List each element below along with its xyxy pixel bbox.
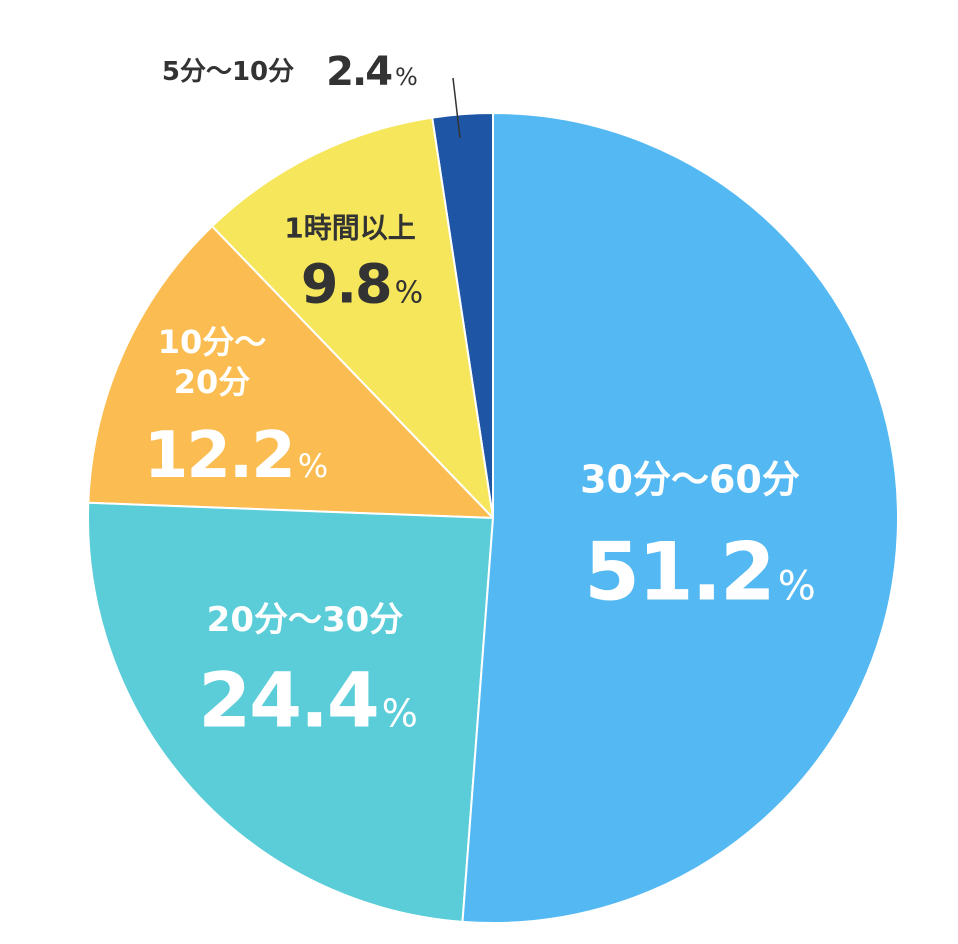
value-label-group: 51.2% [584, 526, 815, 619]
value-unit: % [395, 63, 418, 91]
value-label: 2.4 [326, 49, 393, 95]
value-label: 51.2 [584, 525, 775, 619]
value-unit: % [297, 447, 329, 485]
value-label-group: 2.4% [326, 49, 418, 95]
value-label: 24.4 [198, 655, 380, 745]
value-unit: % [394, 275, 424, 311]
value-unit: % [381, 691, 418, 736]
value-label: 9.8 [300, 252, 393, 316]
value-label-group: 9.8% [301, 253, 423, 316]
value-label-group: 24.4% [198, 656, 418, 745]
value-unit: % [777, 563, 816, 610]
pie-slice [210, 116, 495, 521]
pie-slice [87, 501, 495, 923]
leader-line [452, 77, 461, 139]
pie-slice [87, 224, 496, 520]
slice-label: 1時間以上 [284, 211, 416, 245]
slice-label: 10分～20分 [157, 323, 267, 401]
slice-label: 20分～30分 [206, 599, 404, 640]
value-label: 12.2 [143, 419, 296, 493]
slice-label: 5分～10分 [161, 56, 295, 87]
value-label-group: 12.2% [144, 419, 328, 493]
pie-slice [461, 111, 900, 924]
slice-label: 30分～60分 [580, 457, 800, 502]
